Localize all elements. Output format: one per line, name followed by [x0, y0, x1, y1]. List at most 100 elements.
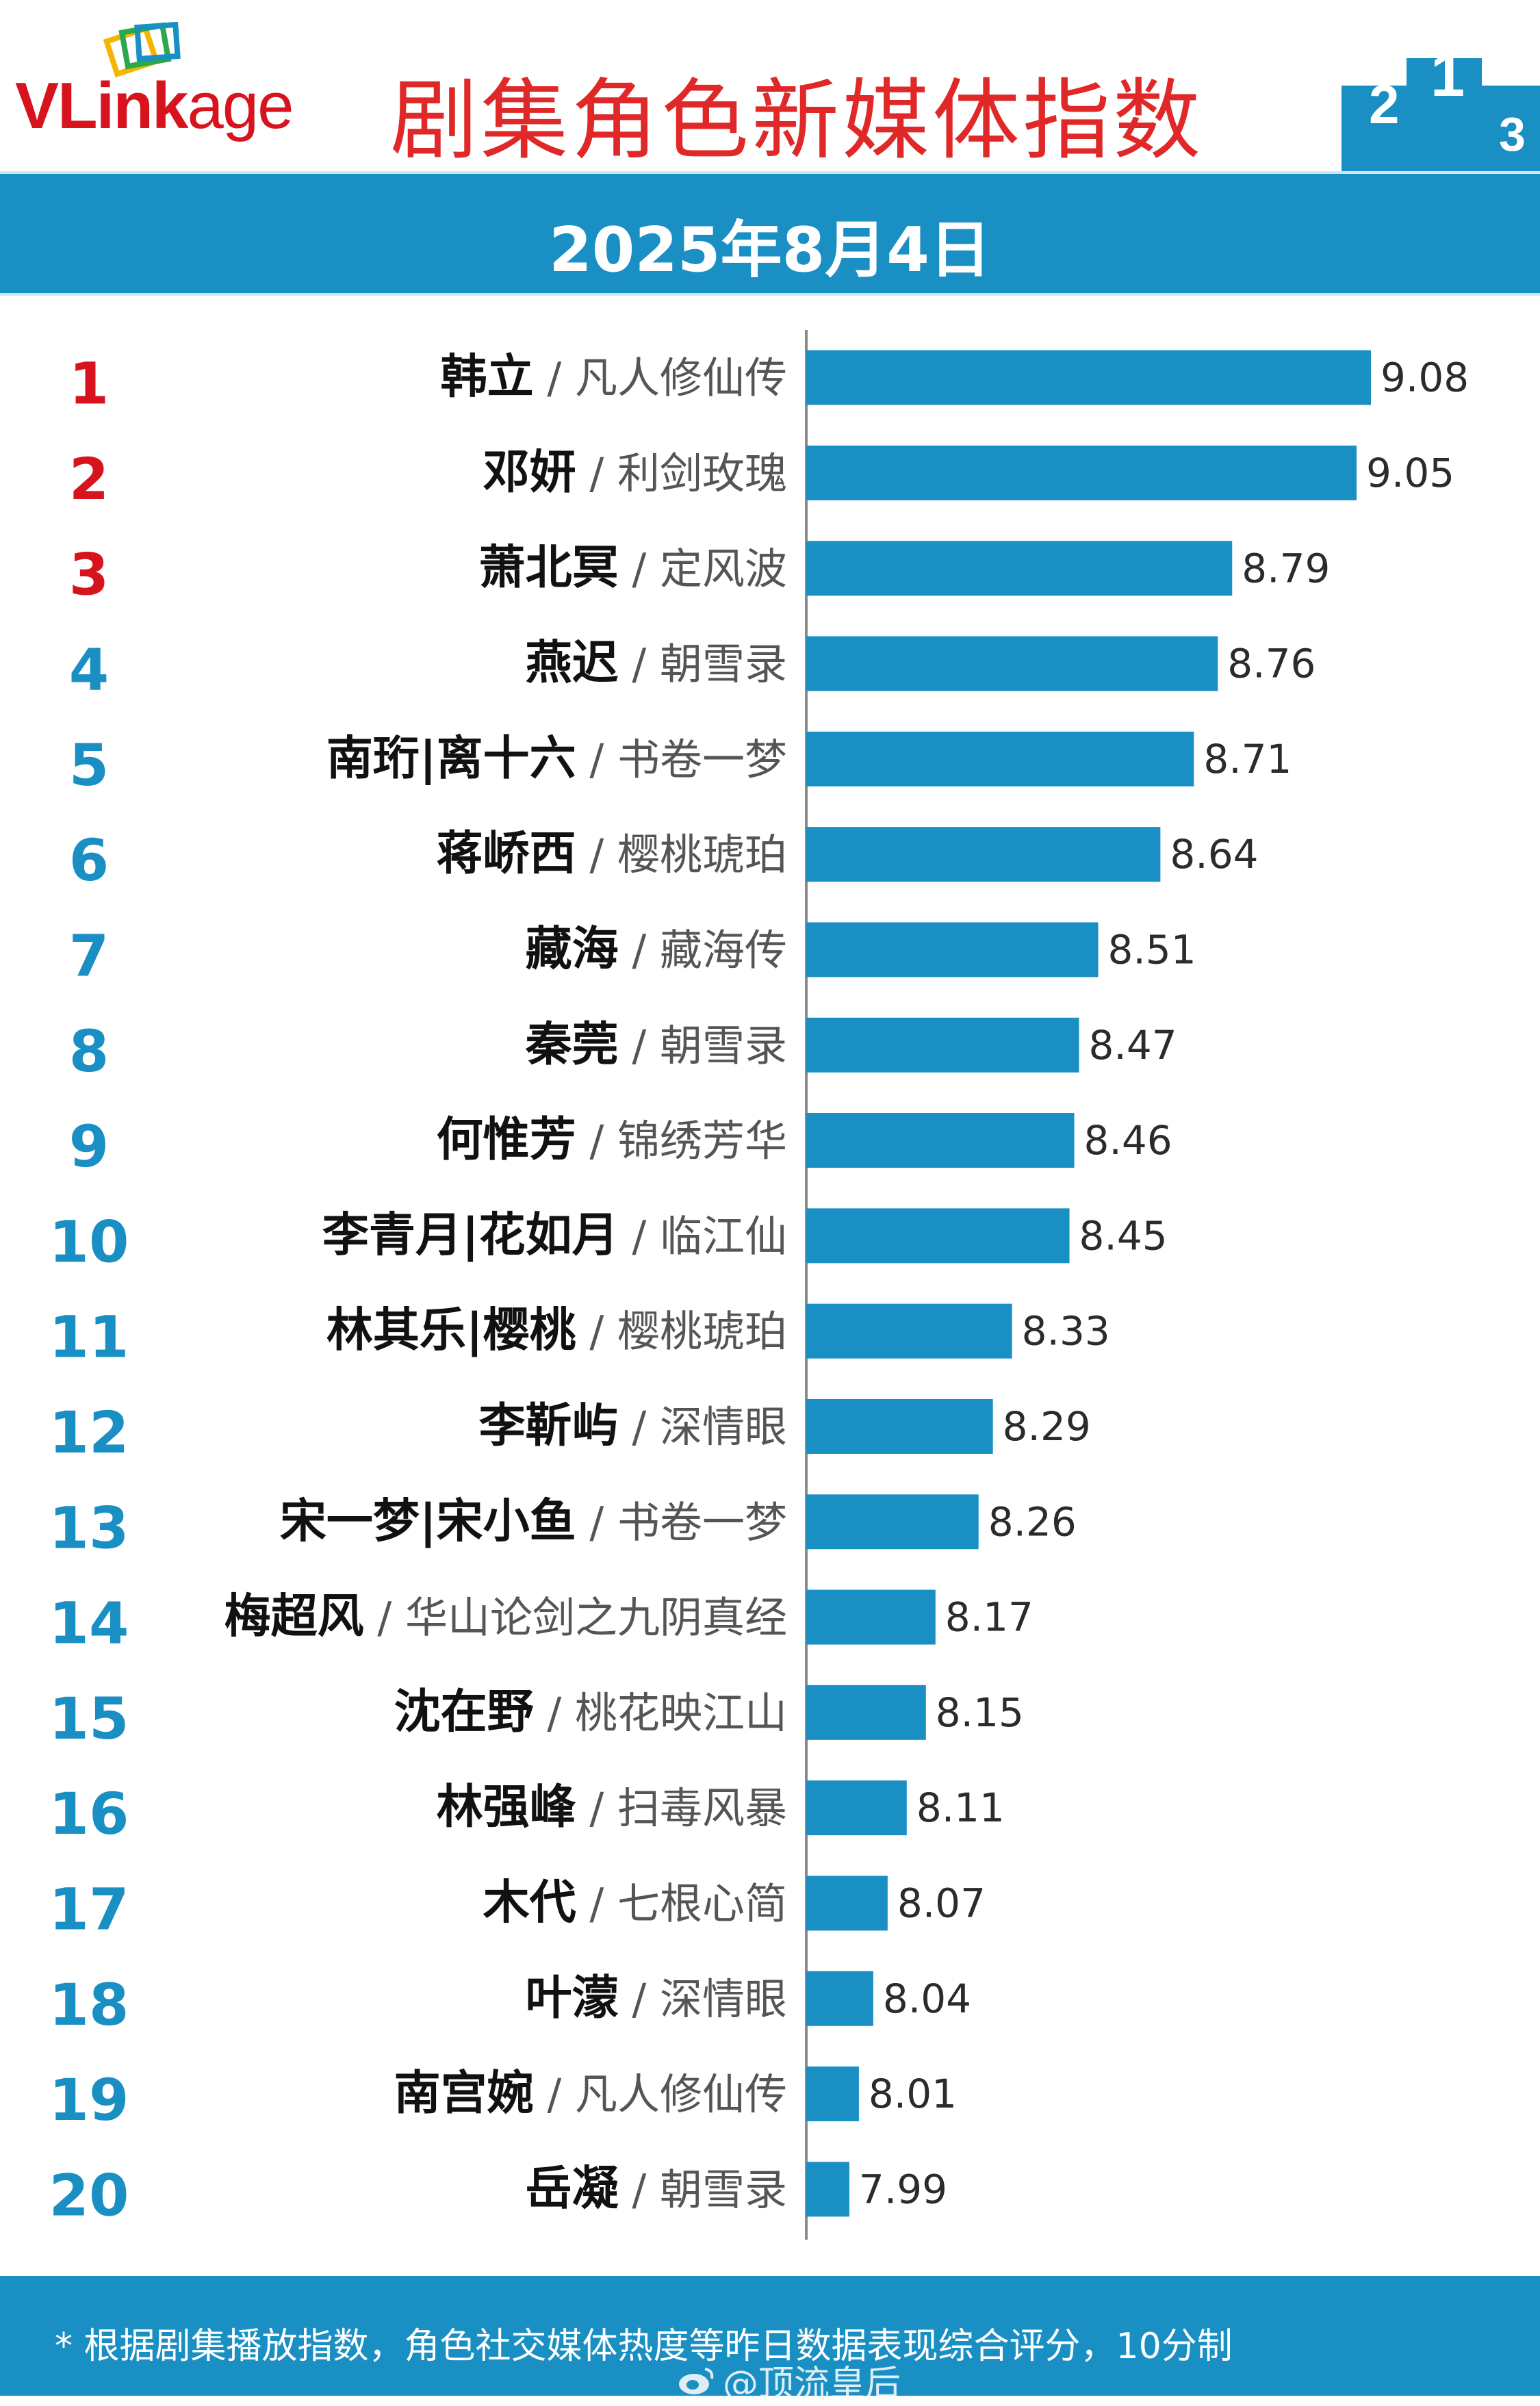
character-name: 林强峰 — [437, 1780, 576, 1834]
watermark-text: @顶流皇后 — [723, 2364, 901, 2405]
bar-value-label: 8.71 — [1203, 736, 1292, 782]
character-name: 蒋峤西 — [437, 827, 576, 881]
chart-bar — [806, 1685, 926, 1740]
category-label: 藏海 / 藏海传 — [526, 922, 787, 976]
rank-number: 13 — [49, 1494, 129, 1561]
bar-value-label: 8.01 — [869, 2071, 957, 2117]
bar-value-label: 9.05 — [1366, 450, 1454, 496]
category-label: 蒋峤西 / 樱桃琥珀 — [437, 827, 787, 881]
rank-number: 17 — [49, 1876, 129, 1943]
character-name: 岳凝 — [526, 2162, 619, 2216]
rank-number: 4 — [69, 637, 109, 704]
weibo-watermark: @顶流皇后 — [678, 2355, 901, 2406]
category-label: 木代 / 七根心简 — [483, 1876, 787, 1930]
footer: * 根据剧集播放指数，角色社交媒体热度等昨日数据表现综合评分，10分制 — [0, 2276, 1540, 2396]
rank-number: 15 — [49, 1685, 129, 1752]
category-label: 梅超风 / 华山论剑之九阴真经 — [224, 1590, 787, 1644]
chart-bar — [806, 1017, 1079, 1073]
drama-name: / 凡人修仙传 — [534, 353, 787, 403]
bar-value-label: 8.04 — [883, 1975, 971, 2022]
rank-number: 9 — [69, 1113, 109, 1180]
drama-name: / 朝雪录 — [619, 1021, 787, 1071]
rank-number: 7 — [69, 922, 109, 989]
character-name: 林其乐|樱桃 — [326, 1304, 576, 1358]
bar-value-label: 8.29 — [1003, 1403, 1091, 1450]
category-label: 南珩|离十六 / 书卷一梦 — [326, 732, 787, 786]
chart-bar — [806, 541, 1233, 596]
bar-value-label: 8.45 — [1079, 1212, 1168, 1259]
rank-number: 6 — [69, 827, 109, 894]
bar-value-label: 8.33 — [1022, 1308, 1110, 1355]
rank-number: 18 — [49, 1971, 129, 2038]
category-label: 林强峰 / 扫毒风暴 — [437, 1780, 787, 1834]
chart-bar — [806, 1876, 888, 1931]
chart-bar — [806, 350, 1371, 405]
chart-bar — [806, 1113, 1075, 1168]
drama-name: / 藏海传 — [619, 925, 787, 975]
drama-name: / 深情眼 — [619, 1402, 787, 1452]
bar-value-label: 8.17 — [945, 1594, 1034, 1641]
drama-name: / 樱桃琥珀 — [576, 830, 787, 880]
chart-bar — [806, 1971, 873, 2026]
rank-number: 11 — [49, 1304, 129, 1371]
bar-value-label: 8.79 — [1242, 545, 1330, 591]
rank-number: 12 — [49, 1399, 129, 1466]
character-name: 何惟芳 — [437, 1113, 576, 1167]
chart-bar — [806, 2066, 859, 2122]
category-label: 叶濛 / 深情眼 — [526, 1971, 787, 2025]
rank-number: 2 — [69, 446, 109, 513]
chart-bar — [806, 1589, 936, 1645]
drama-name: / 华山论剑之九阴真经 — [364, 1593, 787, 1643]
drama-name: / 桃花映江山 — [534, 1688, 787, 1738]
rank-number: 1 — [69, 350, 109, 418]
chart-bar — [806, 1208, 1070, 1264]
category-label: 沈在野 / 桃花映江山 — [394, 1685, 787, 1739]
rank-number: 8 — [69, 1018, 109, 1085]
rank-number: 19 — [49, 2066, 129, 2134]
category-label: 何惟芳 / 锦绣芳华 — [437, 1113, 787, 1167]
chart-bar — [806, 1494, 979, 1550]
character-name: 李青月|花如月 — [322, 1208, 619, 1262]
bar-value-label: 8.47 — [1089, 1022, 1177, 1068]
drama-name: / 樱桃琥珀 — [576, 1307, 787, 1357]
character-name: 李靳屿 — [479, 1399, 619, 1453]
drama-name: / 朝雪录 — [619, 2164, 787, 2214]
character-name: 南宫婉 — [394, 2066, 534, 2121]
category-label: 秦莞 / 朝雪录 — [525, 1018, 787, 1072]
podium-icon: 2 1 3 — [1342, 41, 1540, 171]
ranking-bar-chart: 9.08 1 韩立 / 凡人修仙传 9.05 2 邓妍 / 利剑玫瑰 8.79 3 萧北冥 / … — [49, 330, 1469, 2240]
rank-number: 16 — [49, 1780, 129, 1847]
character-name: 叶濛 — [526, 1971, 619, 2025]
podium-label-2: 2 — [1369, 74, 1400, 135]
chart-bar — [806, 1303, 1012, 1359]
bar-value-label: 7.99 — [859, 2166, 947, 2212]
category-label: 岳凝 / 朝雪录 — [526, 2162, 787, 2216]
chart-bar — [806, 445, 1357, 500]
category-label: 林其乐|樱桃 / 樱桃琥珀 — [326, 1304, 787, 1358]
character-name: 燕迟 — [526, 637, 619, 691]
rank-number: 5 — [69, 732, 109, 799]
rank-number: 20 — [49, 2162, 129, 2229]
bar-value-label: 8.46 — [1084, 1117, 1172, 1164]
drama-name: / 深情眼 — [619, 1974, 787, 2024]
chart-bar — [806, 731, 1194, 786]
podium-label-3: 3 — [1499, 107, 1526, 161]
chart-date: 2025年8月4日 — [549, 214, 991, 286]
character-name: 韩立 — [441, 350, 534, 405]
chart-bar — [806, 1780, 907, 1836]
bar-value-label: 9.08 — [1381, 355, 1469, 401]
category-label: 宋一梦|宋小鱼 / 书卷一梦 — [280, 1494, 787, 1548]
podium-label-1: 1 — [1430, 41, 1465, 110]
header: VLinkage 剧集角色新媒体指数 2 1 3 — [0, 0, 1540, 172]
drama-name: / 朝雪录 — [619, 639, 787, 689]
category-label: 南宫婉 / 凡人修仙传 — [394, 2066, 787, 2121]
drama-name: / 书卷一梦 — [576, 1497, 787, 1547]
drama-name: / 临江仙 — [619, 1211, 787, 1261]
character-name: 南珩|离十六 — [326, 732, 576, 786]
drama-name: / 凡人修仙传 — [534, 2069, 787, 2119]
drama-name: / 锦绣芳华 — [576, 1116, 787, 1166]
logo-text: VLinkage — [15, 69, 294, 142]
bar-value-label: 8.15 — [936, 1689, 1024, 1736]
chart-bar — [806, 2162, 849, 2217]
category-label: 韩立 / 凡人修仙传 — [441, 350, 787, 405]
